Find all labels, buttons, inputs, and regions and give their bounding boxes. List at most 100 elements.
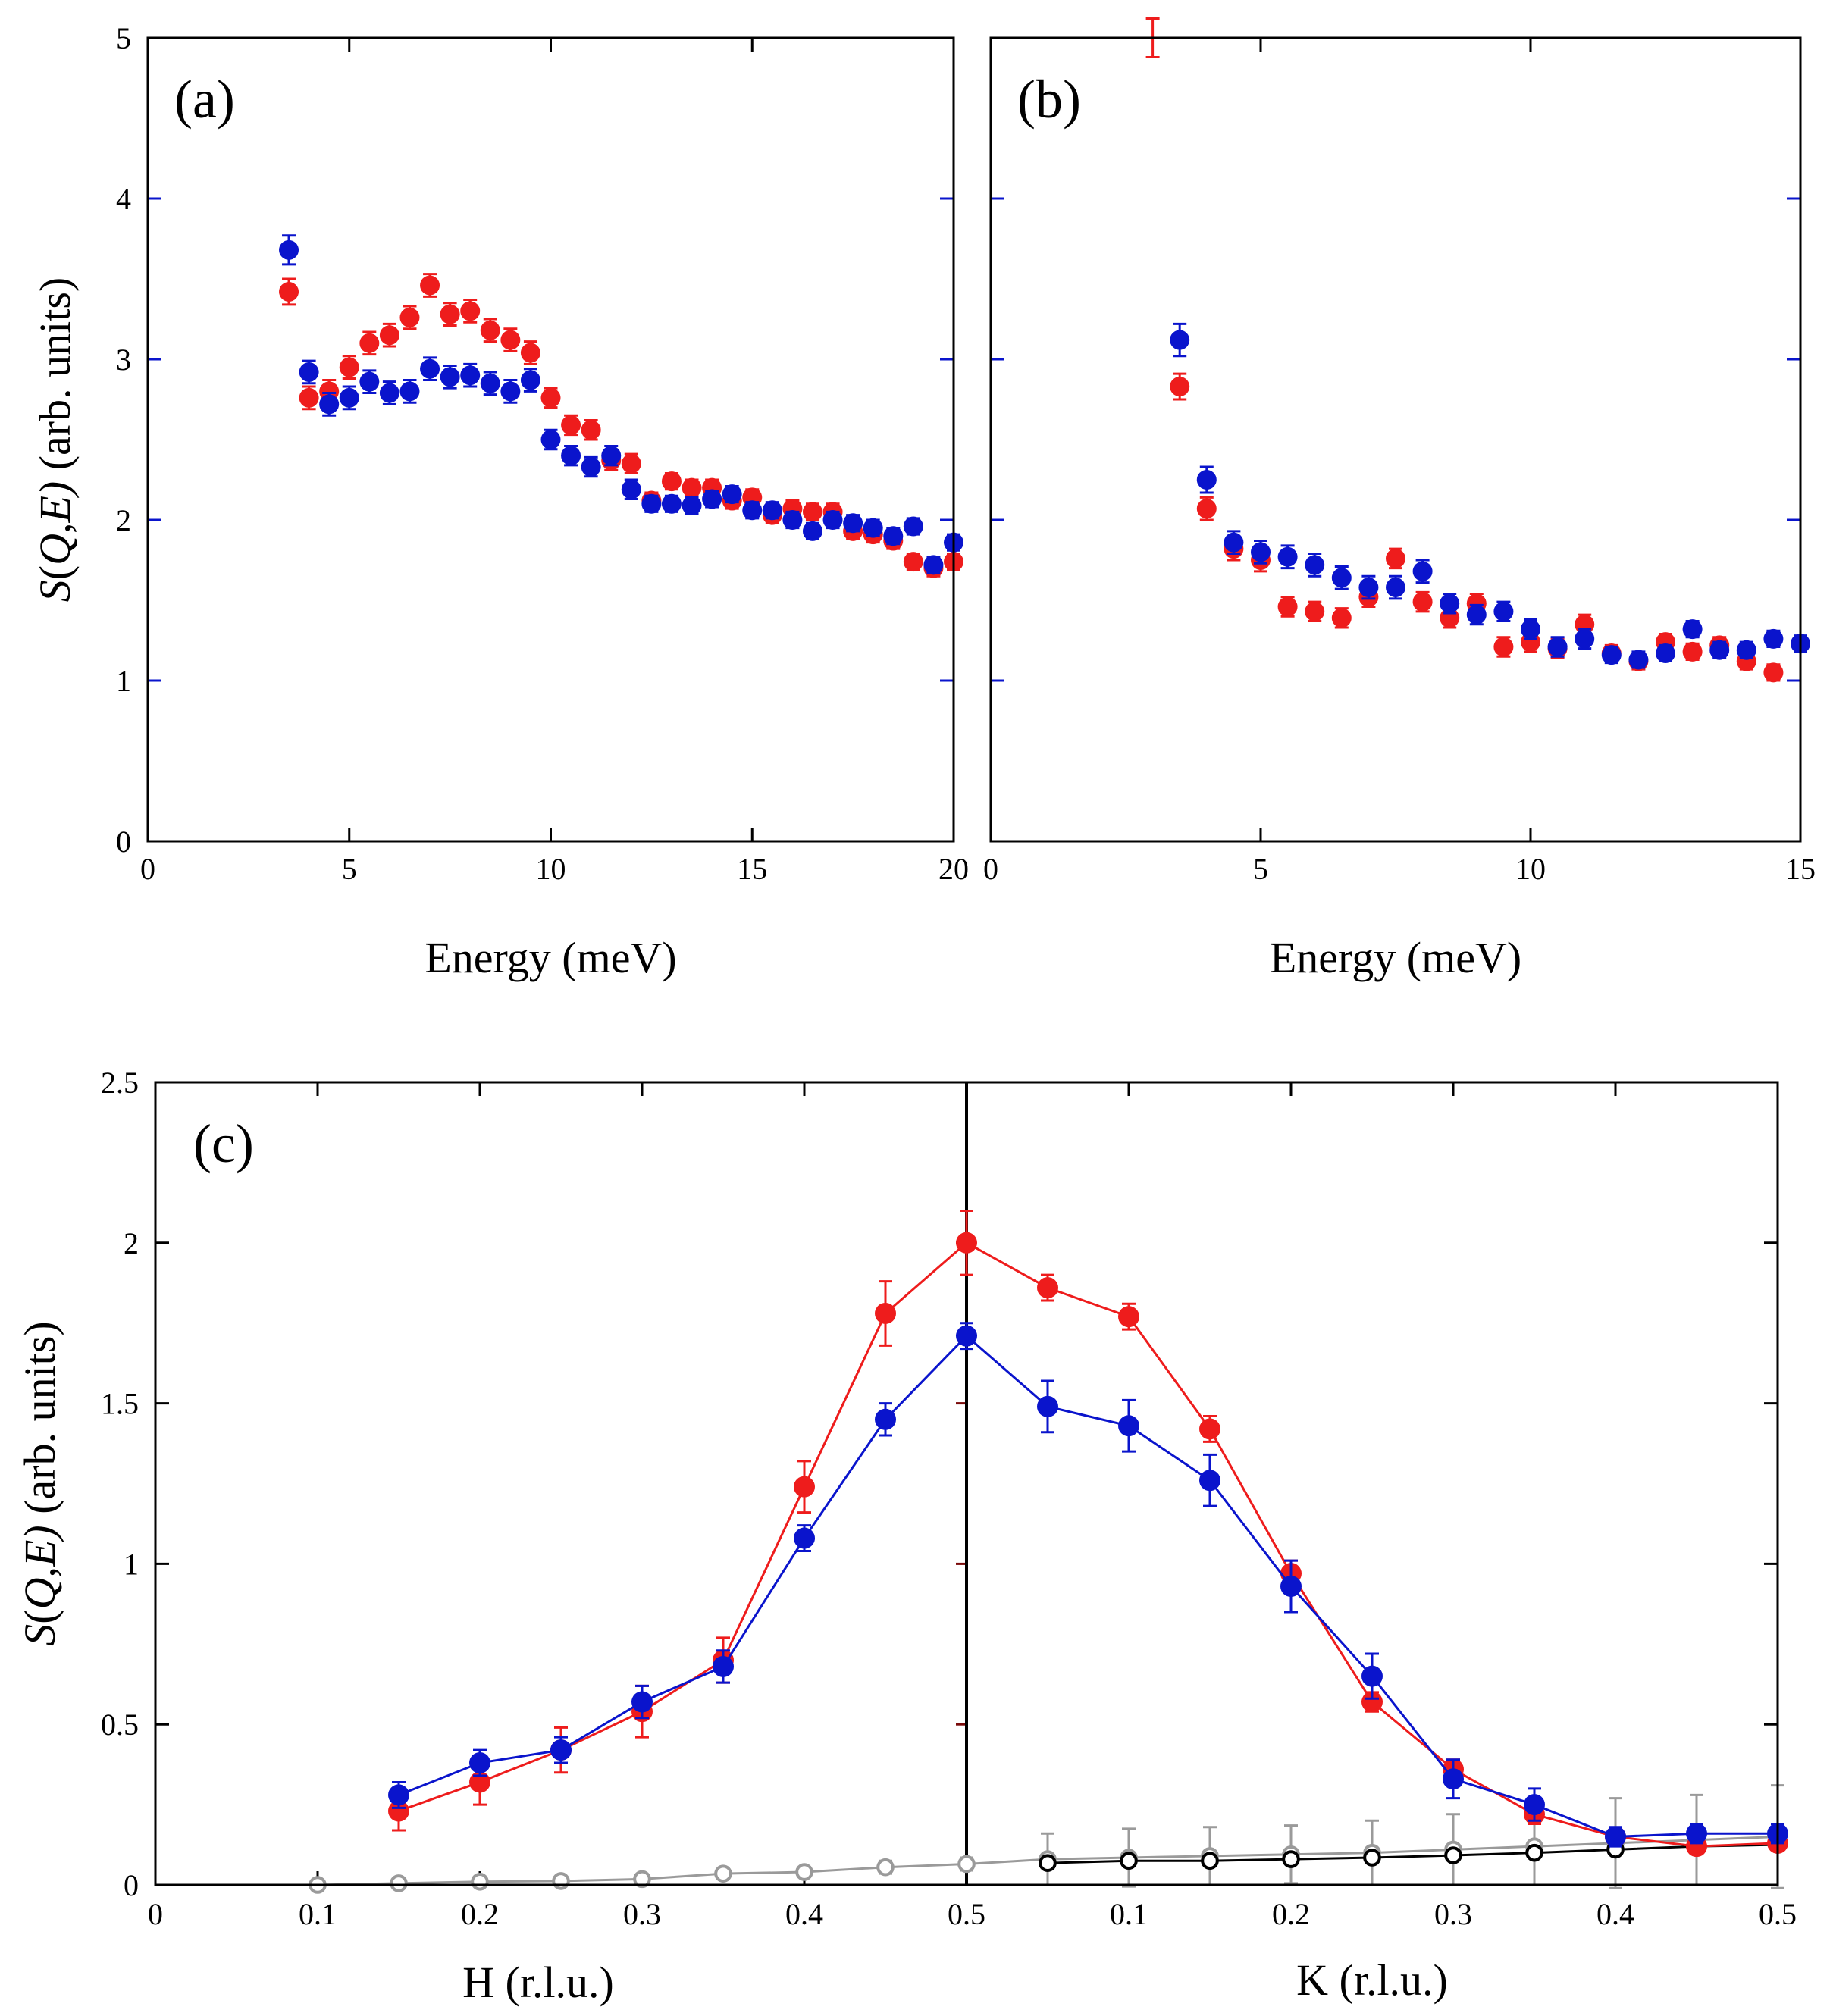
- data-point: [440, 367, 460, 387]
- data-point: [903, 516, 923, 537]
- data-point: [1443, 1768, 1464, 1790]
- x-axis-label-k: K (r.l.u.): [1296, 1955, 1448, 2005]
- data-point: [469, 1752, 490, 1774]
- data-point: [540, 387, 561, 408]
- data-point: [1118, 1306, 1139, 1328]
- data-point: [581, 420, 601, 440]
- data-point: [1386, 578, 1405, 598]
- data-point: [480, 373, 500, 393]
- x-tick-label: 15: [737, 852, 767, 886]
- y-tick-label: 4: [116, 182, 131, 216]
- plot-frame: [154, 1081, 1779, 1886]
- data-point: [923, 555, 944, 575]
- data-point: [1682, 641, 1703, 662]
- x-tick-label: 5: [342, 852, 357, 886]
- data-point: [1305, 601, 1325, 621]
- data-point: [1682, 619, 1703, 640]
- series-line-red: [398, 1241, 1778, 1848]
- data-point: [1199, 1418, 1220, 1440]
- data-point: [319, 394, 340, 415]
- data-point: [500, 330, 521, 350]
- x-tick-label: 0: [140, 852, 155, 886]
- plot-frame: [989, 36, 1802, 843]
- data-point: [1525, 1843, 1543, 1862]
- data-point: [379, 383, 400, 403]
- data-point: [339, 357, 359, 377]
- panel-a: 0 5 10 15 20 0 1 2 3 4 5 (a) Energy (meV) S(Q,E) (arb…: [30, 21, 969, 982]
- data-point: [561, 415, 581, 435]
- data-point: [400, 381, 420, 402]
- data-point: [388, 1800, 409, 1822]
- y-tick-label: 5: [116, 21, 131, 55]
- data-point: [802, 502, 822, 522]
- data-point: [1251, 542, 1271, 562]
- data-point: [1521, 619, 1540, 640]
- data-point: [1224, 532, 1244, 553]
- series-line-blue: [398, 1334, 1778, 1838]
- data-point: [714, 1864, 732, 1883]
- y-tick-label: 2.5: [101, 1066, 139, 1100]
- data-point: [601, 446, 622, 466]
- x-tick-label: 0.3: [623, 1897, 661, 1931]
- data-point: [1466, 605, 1487, 625]
- data-point: [550, 1739, 572, 1761]
- series-red: [279, 273, 964, 578]
- x-tick-label: 0.4: [785, 1897, 823, 1931]
- data-point: [903, 552, 923, 572]
- data-point: [1199, 1470, 1220, 1492]
- series-blue: [1170, 322, 1810, 670]
- x-tick-label: 0: [148, 1897, 163, 1931]
- data-point: [802, 521, 822, 541]
- data-point: [480, 320, 500, 340]
- data-point: [875, 1408, 896, 1430]
- data-point: [540, 430, 561, 449]
- data-point: [1170, 330, 1190, 350]
- data-point: [1331, 568, 1352, 588]
- x-tick-label: 0.4: [1596, 1897, 1634, 1931]
- data-point: [1039, 1854, 1057, 1872]
- data-point: [1686, 1823, 1707, 1845]
- data-point: [621, 453, 641, 474]
- data-point: [1170, 377, 1190, 397]
- data-point: [1120, 1852, 1138, 1870]
- data-point: [795, 1863, 813, 1881]
- data-point: [420, 358, 440, 379]
- x-axis-label: Energy (meV): [425, 933, 676, 982]
- data-point: [1118, 1415, 1139, 1437]
- data-point: [1628, 650, 1649, 670]
- data-point: [1386, 548, 1405, 568]
- data-point: [1277, 546, 1298, 567]
- data-point: [1331, 608, 1352, 628]
- data-point: [1277, 596, 1298, 617]
- panel-label: (b): [1017, 69, 1081, 130]
- y-tick-label: 1: [124, 1547, 139, 1581]
- data-point: [621, 479, 641, 499]
- data-point: [1605, 1826, 1626, 1848]
- data-point: [1361, 1691, 1383, 1713]
- y-tick-label: 2: [116, 503, 131, 537]
- data-point: [1196, 470, 1217, 490]
- panel-b: 0 5 10 15 (b) Energy (meV): [983, 17, 1816, 982]
- data-point: [420, 275, 440, 296]
- data-point: [843, 513, 863, 534]
- data-point: [339, 387, 359, 408]
- data-point: [359, 333, 380, 353]
- data-point: [1601, 645, 1622, 665]
- data-point: [1363, 1849, 1381, 1867]
- data-point: [702, 489, 722, 509]
- series-blue: [388, 1322, 1788, 1848]
- data-point: [299, 387, 319, 408]
- x-tick-label: 20: [938, 852, 969, 886]
- data-point: [883, 526, 904, 546]
- data-point: [279, 239, 299, 260]
- panel-label: (a): [174, 69, 235, 130]
- x-tick-label: 5: [1253, 852, 1268, 886]
- data-point: [460, 301, 481, 321]
- data-point: [631, 1691, 653, 1713]
- y-tick-label: 3: [116, 343, 131, 377]
- x-tick-label: 0: [983, 852, 998, 886]
- y-tick-label: 0.5: [101, 1708, 139, 1742]
- y-tick-label: 1.5: [101, 1387, 139, 1421]
- data-point: [1763, 628, 1784, 649]
